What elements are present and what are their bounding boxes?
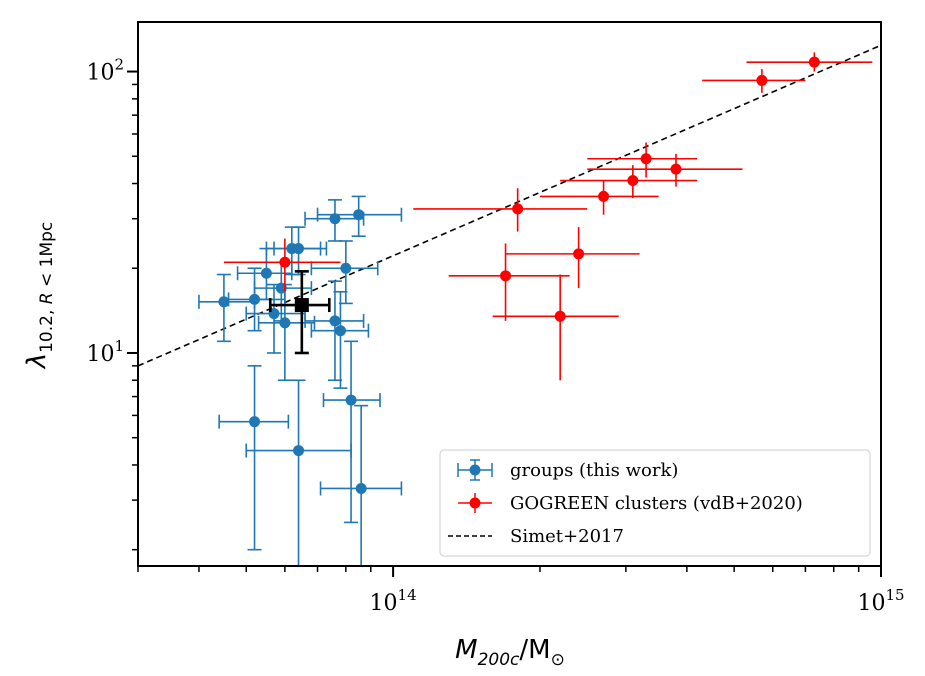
data-point-group xyxy=(310,240,379,305)
data-point-group xyxy=(218,365,290,551)
data-point-group xyxy=(304,199,365,242)
data-point-marker xyxy=(249,416,261,428)
data-point-marker xyxy=(554,310,566,322)
data-point-marker xyxy=(355,482,367,494)
data-point-marker xyxy=(294,298,309,313)
data-point-group xyxy=(316,195,403,237)
data-point-group xyxy=(319,404,403,566)
data-point-cluster xyxy=(746,52,873,72)
data-point-marker xyxy=(293,445,305,457)
data-point-marker xyxy=(334,325,346,337)
data-point-cluster xyxy=(448,243,570,321)
data-point-marker xyxy=(329,213,341,225)
legend-label-clusters: GOGREEN clusters (vdB+2020) xyxy=(510,493,803,514)
data-point-cluster xyxy=(560,165,698,199)
data-point-marker xyxy=(627,175,639,187)
x-tick-label: 1014 xyxy=(370,586,417,616)
legend-marker-clusters xyxy=(458,493,492,513)
data-point-group xyxy=(245,379,352,566)
data-point-cluster xyxy=(505,227,640,289)
x-tick-label: 1015 xyxy=(857,586,904,616)
y-tick-label: 101 xyxy=(86,337,124,367)
legend: groups (this work) GOGREEN clusters (vdB… xyxy=(439,449,871,557)
data-point-marker xyxy=(500,270,512,282)
y-tick-label: 102 xyxy=(86,56,124,86)
data-point-marker xyxy=(640,153,652,165)
data-point-cluster xyxy=(223,238,341,292)
plot-area xyxy=(138,44,881,566)
data-point-marker xyxy=(340,262,352,274)
data-point-group xyxy=(310,290,370,389)
data-point-marker xyxy=(260,267,272,279)
data-point-marker xyxy=(345,394,357,406)
data-point-marker xyxy=(598,190,610,202)
data-point-marker xyxy=(512,203,524,215)
data-point-marker xyxy=(573,248,585,260)
data-point-group xyxy=(322,340,381,524)
x-axis-label: M200c/M⊙ xyxy=(455,635,565,670)
data-point-marker xyxy=(329,315,341,327)
data-point-marker xyxy=(293,243,305,255)
data-point-cluster xyxy=(539,180,659,215)
data-point-cluster xyxy=(702,69,806,93)
data-point-cluster xyxy=(413,188,588,232)
data-point-marker xyxy=(756,74,768,86)
fit-line xyxy=(138,44,881,367)
data-point-marker xyxy=(249,293,261,305)
legend-label-fit: Simet+2017 xyxy=(510,526,624,547)
y-axis-label: λ10.2, R < 1Mpc xyxy=(22,222,57,371)
data-point-cluster xyxy=(492,274,619,381)
legend-marker-groups xyxy=(457,459,493,481)
data-point-marker xyxy=(279,317,291,329)
plot-frame xyxy=(137,21,882,567)
data-point-marker xyxy=(808,56,820,68)
data-point-marker xyxy=(353,209,365,221)
series-layer xyxy=(138,44,881,566)
axes-layer: 1014 1015 101 102 xyxy=(86,21,905,616)
legend-label-groups: groups (this work) xyxy=(510,460,678,481)
data-point-group xyxy=(273,226,328,276)
data-point-marker xyxy=(670,163,682,175)
legend-box xyxy=(439,449,871,557)
data-point-marker xyxy=(279,256,291,268)
data-point-cluster xyxy=(587,153,743,187)
data-point-marker xyxy=(218,296,230,308)
data-point-cluster xyxy=(587,142,698,178)
mean-point-marker xyxy=(268,270,331,355)
